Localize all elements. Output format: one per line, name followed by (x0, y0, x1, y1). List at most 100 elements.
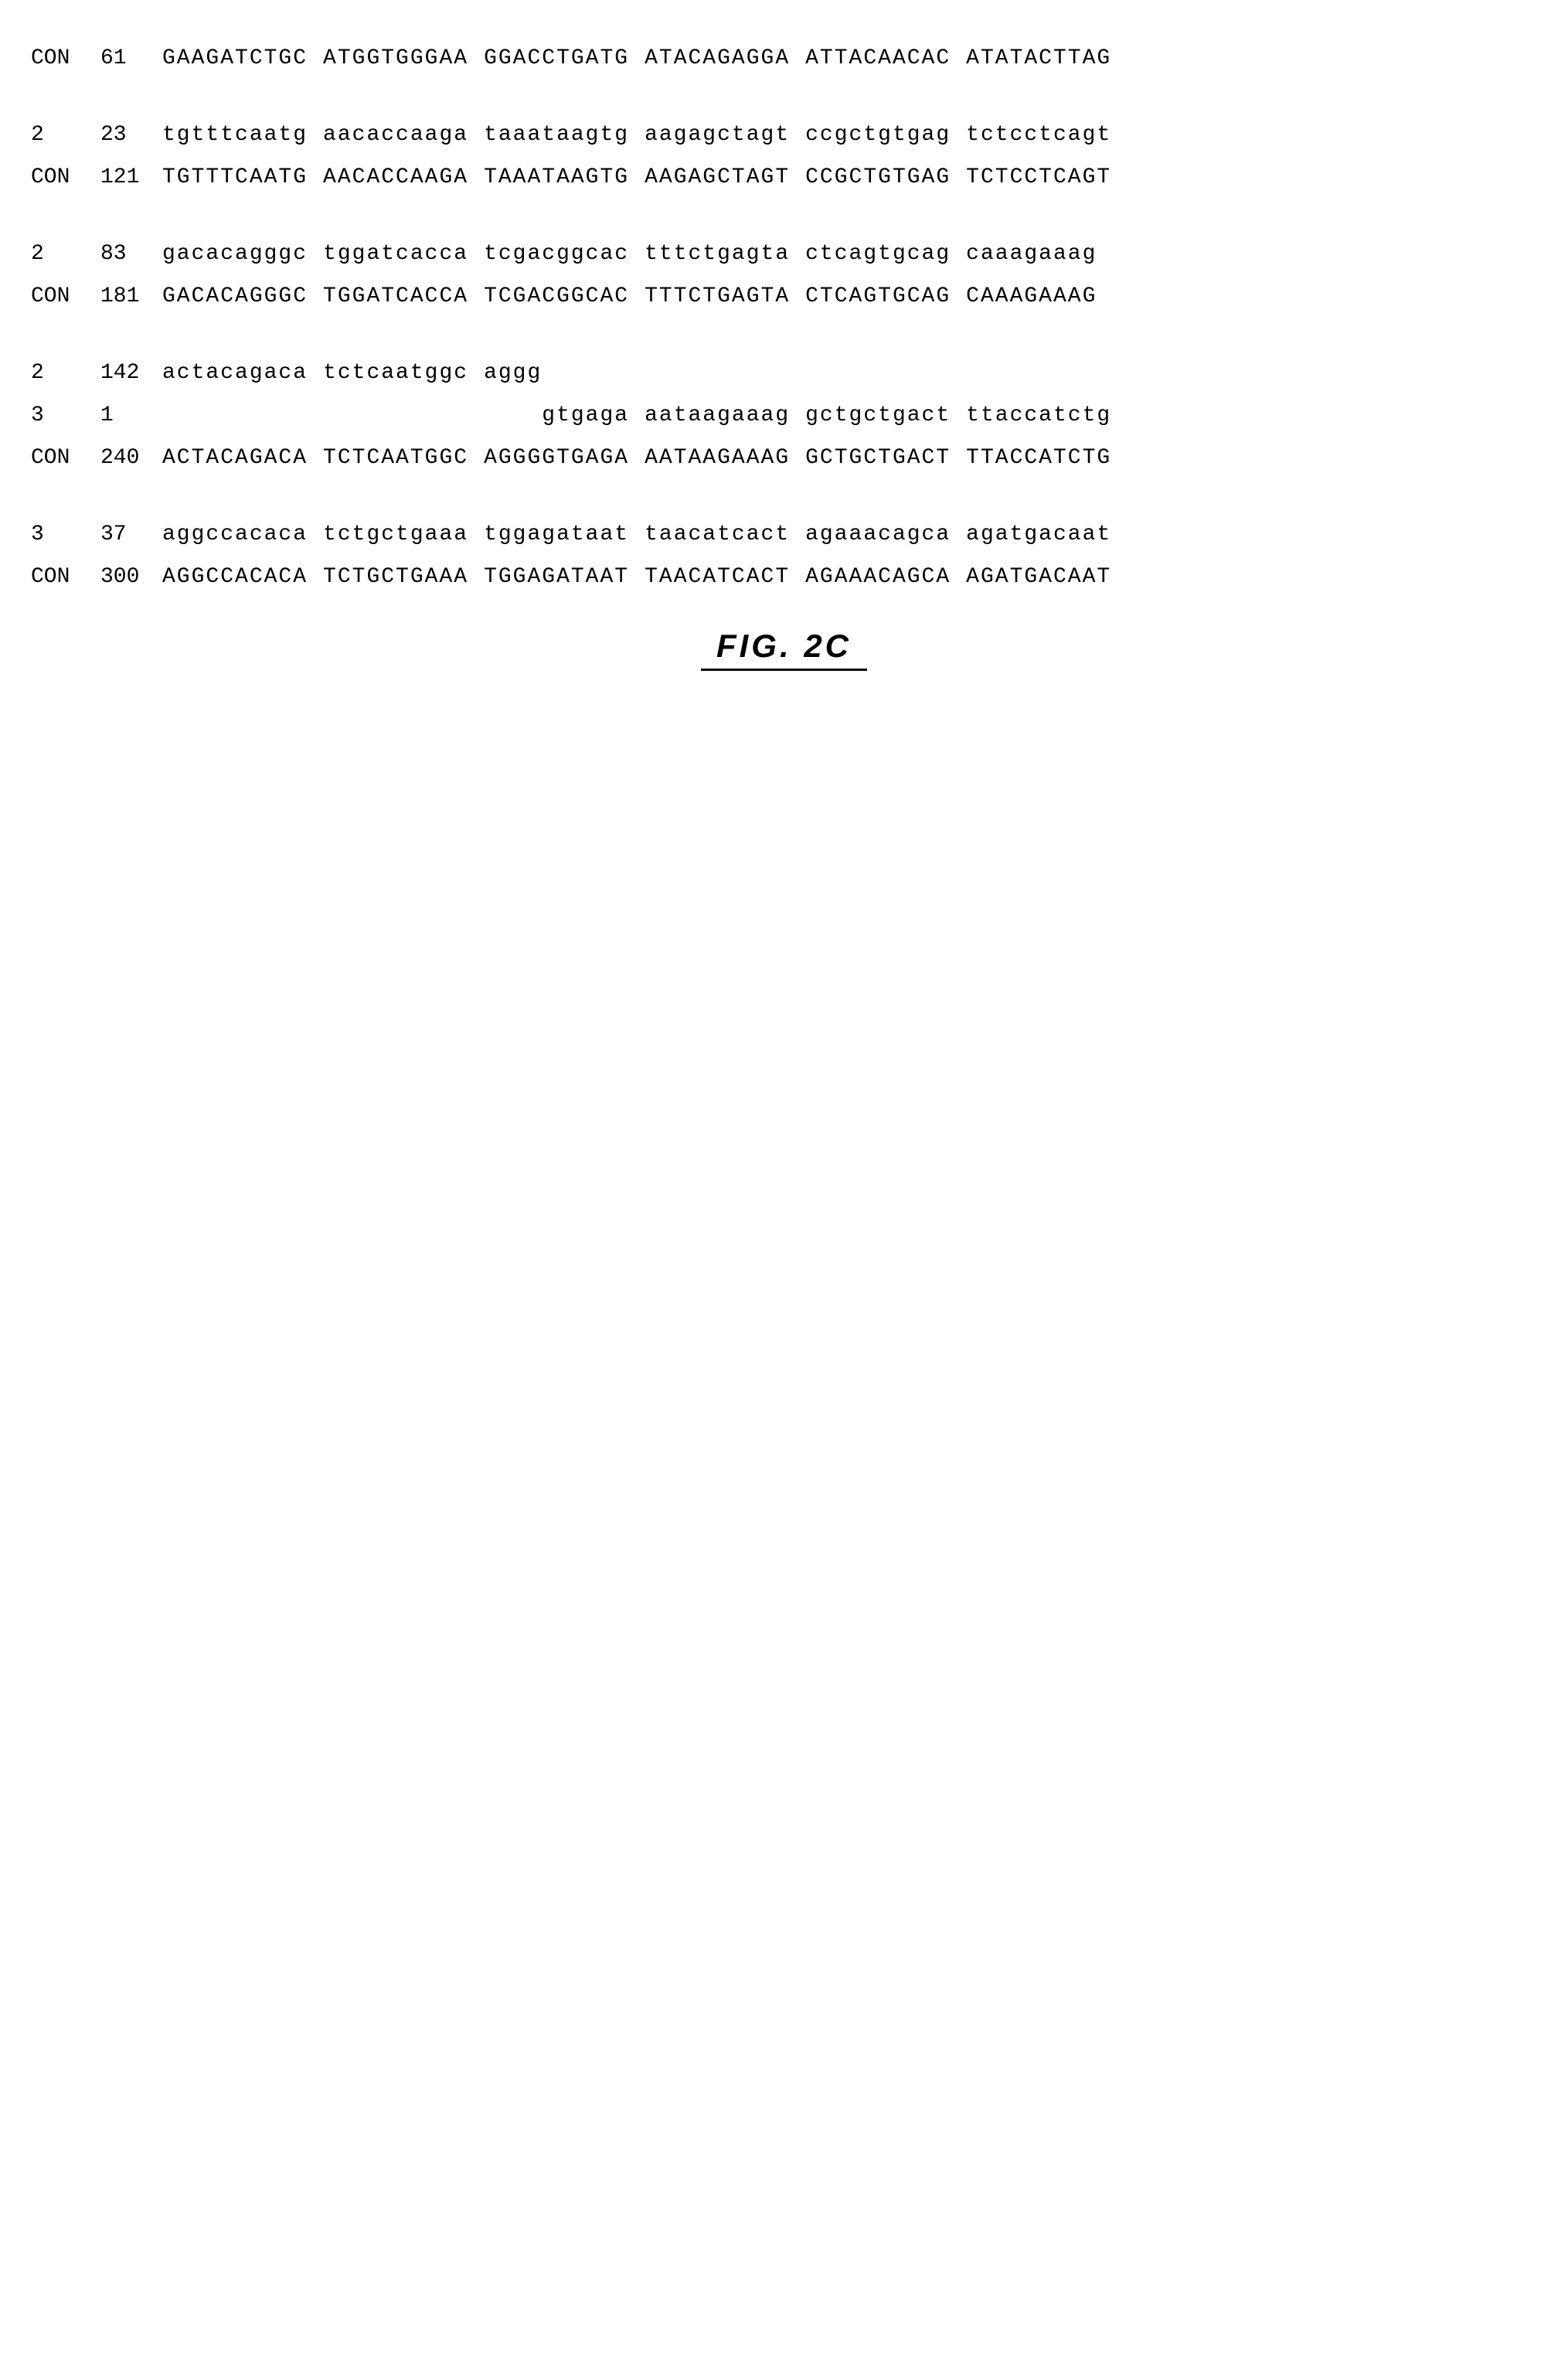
sequence-row: CON300AGGCCACACATCTGCTGAAATGGAGATAATTAAC… (31, 565, 1537, 589)
group-separator (31, 327, 1537, 342)
sequence-block: CAAAGAAAG (966, 284, 1111, 308)
sequence-block (323, 403, 468, 427)
sequence-position: 1 (100, 403, 162, 427)
sequence-position: 37 (100, 522, 162, 546)
sequence-block: TAAATAAGTG (484, 165, 629, 189)
sequence-blocks: TGTTTCAATGAACACCAAGATAAATAAGTGAAGAGCTAGT… (162, 165, 1111, 189)
sequence-row: 283gacacagggc tggatcacca tcgacggcac tttctga… (31, 242, 1537, 266)
sequence-position: 61 (100, 46, 162, 70)
sequence-block: tttctgagta (645, 242, 790, 266)
sequence-id: CON (31, 284, 100, 308)
sequence-id: CON (31, 46, 100, 70)
sequence-block: tggatcacca (323, 242, 468, 266)
sequence-block: TCTCAATGGC (323, 446, 468, 470)
sequence-block: AATAAGAAAG (645, 446, 790, 470)
sequence-block: gtgaga (484, 403, 629, 427)
sequence-position: 181 (100, 284, 162, 308)
sequence-block: caaagaaag (966, 242, 1111, 266)
sequence-block: TTACCATCTG (966, 446, 1111, 470)
sequence-block: tcgacggcac (484, 242, 629, 266)
sequence-position: 142 (100, 361, 162, 385)
sequence-position: 83 (100, 242, 162, 266)
sequence-block: CCGCTGTGAG (805, 165, 951, 189)
sequence-block: aggg (484, 361, 629, 385)
sequence-row: CON240ACTACAGACA TCTCAATGGC AGGGGTGAGA AATA… (31, 446, 1537, 470)
sequence-blocks: gacacagggc tggatcacca tcgacggcac tttctgagta… (162, 242, 1111, 266)
sequence-block: TTTCTGAGTA (645, 284, 790, 308)
sequence-block: tctgctgaaa (323, 522, 468, 546)
sequence-block: ATACAGAGGA (645, 46, 790, 70)
sequence-block: ATTACAACAC (805, 46, 951, 70)
sequence-block (805, 361, 951, 385)
sequence-block: aggccacaca (162, 522, 308, 546)
sequence-block: agaaacagca (805, 522, 951, 546)
sequence-blocks: actacagaca tctcaatggc aggg (162, 361, 1111, 385)
sequence-id: 3 (31, 403, 100, 427)
sequence-blocks: aggccacaca tctgctgaaa tggagataat taacatcact… (162, 522, 1111, 546)
sequence-block: AACACCAAGA (323, 165, 468, 189)
sequence-block: ccgctgtgag (805, 123, 951, 147)
sequence-row: CON61GAAGATCTGC ATGGTGGGAA GGACCTGATG ATACA… (31, 46, 1537, 70)
sequence-position: 240 (100, 446, 162, 470)
sequence-row: 31 gtgaga aataagaaag gctgctgact ttaccatctg (31, 403, 1537, 427)
sequence-position: 121 (100, 165, 162, 189)
sequence-block: GACACAGGGC (162, 284, 308, 308)
sequence-block (966, 361, 1111, 385)
sequence-block: ATATACTTAG (966, 46, 1111, 70)
sequence-block: GAAGATCTGC (162, 46, 308, 70)
sequence-block: CTCAGTGCAG (805, 284, 951, 308)
sequence-id: 2 (31, 123, 100, 147)
sequence-block (645, 361, 790, 385)
sequence-block: gctgctgact (805, 403, 951, 427)
sequence-row: CON121TGTTTCAATGAACACCAAGATAAATAAGTGAAGA… (31, 165, 1537, 189)
sequence-block: tgtttcaatg (162, 123, 308, 147)
sequence-block: aataagaaag (645, 403, 790, 427)
sequence-block: ACTACAGACA (162, 446, 308, 470)
sequence-block: gacacagggc (162, 242, 308, 266)
group-separator (31, 89, 1537, 104)
figure-label-text: FIG. 2C (716, 628, 852, 664)
sequence-block: taaataagtg (484, 123, 629, 147)
sequence-id: 2 (31, 242, 100, 266)
sequence-id: CON (31, 446, 100, 470)
sequence-block: AAGAGCTAGT (645, 165, 790, 189)
sequence-row: 223tgtttcaatg aacaccaaga taaataagtg aagagct… (31, 123, 1537, 147)
sequence-row: 337aggccacacatctgctgaaatggagataattaacatc… (31, 522, 1537, 546)
sequence-alignment: CON61GAAGATCTGCATGGTGGGAAGGACCTGATGATACA… (31, 46, 1537, 589)
sequence-block: agatgacaat (966, 522, 1111, 546)
sequence-block: TCGACGGCAC (484, 284, 629, 308)
sequence-row: 2142actacagaca tctcaatggc aggg (31, 361, 1537, 385)
sequence-block: ttaccatctg (966, 403, 1111, 427)
sequence-row: CON181GACACAGGGC TGGATCACCA TCGACGGCAC TTTC… (31, 284, 1537, 308)
sequence-blocks: gtgaga aataagaaag gctgctgact ttaccatctg (162, 403, 1111, 427)
sequence-id: CON (31, 565, 100, 589)
sequence-position: 300 (100, 565, 162, 589)
group-separator (31, 208, 1537, 223)
sequence-block: taacatcact (645, 522, 790, 546)
sequence-block: TCTGCTGAAA (323, 565, 468, 589)
sequence-block: GCTGCTGACT (805, 446, 951, 470)
sequence-block: GGACCTGATG (484, 46, 629, 70)
sequence-blocks: ACTACAGACA TCTCAATGGC AGGGGTGAGA AATAAGAAAG… (162, 446, 1111, 470)
sequence-id: 2 (31, 361, 100, 385)
sequence-block: actacagaca (162, 361, 308, 385)
sequence-block: ATGGTGGGAA (323, 46, 468, 70)
sequence-block: AGGGGTGAGA (484, 446, 629, 470)
sequence-block: tctcctcagt (966, 123, 1111, 147)
sequence-block: aacaccaaga (323, 123, 468, 147)
sequence-block: TGGATCACCA (323, 284, 468, 308)
sequence-blocks: GACACAGGGC TGGATCACCA TCGACGGCAC TTTCTGAGTA… (162, 284, 1111, 308)
sequence-block: ctcagtgcag (805, 242, 951, 266)
sequence-position: 23 (100, 123, 162, 147)
group-separator (31, 488, 1537, 504)
sequence-block: AGATGACAAT (966, 565, 1111, 589)
sequence-block: TGGAGATAAT (484, 565, 629, 589)
sequence-block: aagagctagt (645, 123, 790, 147)
sequence-block: tctcaatggc (323, 361, 468, 385)
sequence-blocks: AGGCCACACATCTGCTGAAATGGAGATAATTAACATCACT… (162, 565, 1111, 589)
sequence-block (162, 403, 308, 427)
sequence-block: tggagataat (484, 522, 629, 546)
sequence-block: TCTCCTCAGT (966, 165, 1111, 189)
sequence-block: AGAAACAGCA (805, 565, 951, 589)
figure-label: FIG. 2C (31, 628, 1537, 665)
